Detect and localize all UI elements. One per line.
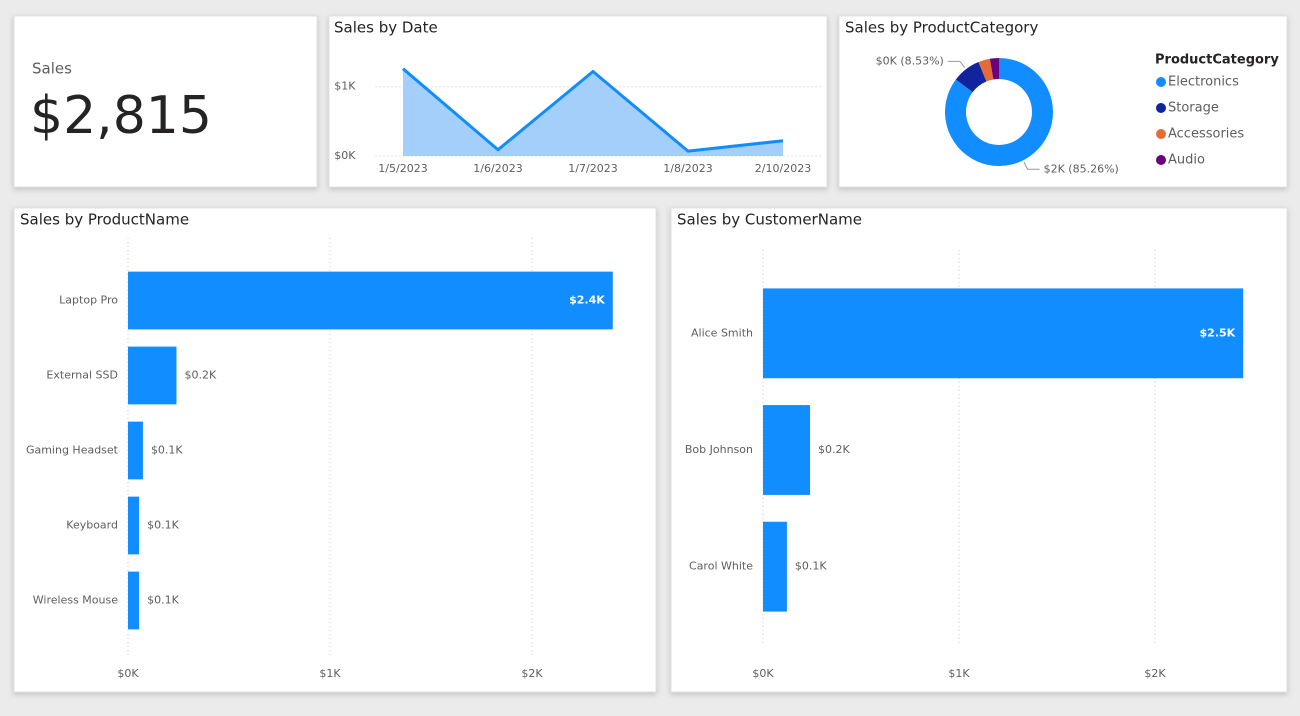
line [402,67,784,153]
legend-marker [1156,77,1166,87]
y-tick-label: Keyboard [66,519,118,532]
y-tick-label: Wireless Mouse [33,594,118,607]
legend-label: Electronics [1168,75,1239,90]
legend-label: Audio [1168,153,1205,168]
donut-slice [978,58,994,82]
leader-line [947,60,966,69]
legend-label: Storage [1168,101,1219,116]
bar [763,521,787,612]
x-tick-label: $0K [117,667,139,680]
data-label: $0.2K [184,369,216,382]
x-tick-label: 2/10/2023 [755,162,811,175]
bar [128,496,140,555]
legend-title: ProductCategory [1155,53,1279,68]
y-tick-label: $0K [334,149,356,162]
x-tick-label: 1/6/2023 [473,162,522,175]
x-tick-label: $2K [521,667,543,680]
y-tick-label: External SSD [46,369,118,382]
x-tick-label: 1/5/2023 [378,162,427,175]
y-tick-label: Bob Johnson [685,443,753,456]
y-tick-label: Gaming Headset [26,444,119,457]
x-tick-label: 1/7/2023 [568,162,617,175]
data-label: $2.5K [1200,326,1236,339]
donut-slice [944,58,1053,167]
donut-slice [989,58,999,80]
y-tick-label: Carol White [689,560,753,573]
bar [763,288,1244,379]
bar [128,271,613,330]
data-label: $2.4K [569,294,605,307]
legend-marker [1156,155,1166,165]
bar [763,405,811,495]
donut-panel [838,15,1288,188]
x-tick-label: $2K [1144,667,1166,680]
y-tick-label: Laptop Pro [59,294,118,307]
leader-line [1023,161,1040,170]
legend-marker [1156,129,1166,139]
x-tick-label: $1K [319,667,341,680]
card-label: Sales [32,60,72,78]
area [403,68,783,156]
bar [128,571,140,630]
chart-title: Sales by ProductCategory [845,19,1038,37]
y-tick-label: $1K [334,80,356,93]
data-label: $0.1K [795,560,827,573]
x-tick-label: $0K [752,667,774,680]
y-tick-label: Alice Smith [691,326,753,339]
x-tick-label: 1/8/2023 [663,162,712,175]
bar [128,346,177,405]
bar [128,421,143,480]
chart-title: Sales by Date [334,19,438,37]
data-label: $0.1K [151,444,183,457]
data-label: $0.1K [147,594,179,607]
data-label: $0.2K [818,443,850,456]
x-tick-label: $1K [948,667,970,680]
legend-label: Accessories [1168,127,1244,142]
data-label: $2K (85.26%) [1044,162,1119,175]
donut-slice [955,62,987,93]
legend-marker [1156,103,1166,113]
chart-title: Sales by ProductName [20,211,189,229]
card-panel [13,15,318,188]
card-value: $2,815 [30,86,212,146]
data-label: $0.1K [147,519,179,532]
data-label: $0K (8.53%) [876,54,944,67]
chart-title: Sales by CustomerName [677,211,862,229]
